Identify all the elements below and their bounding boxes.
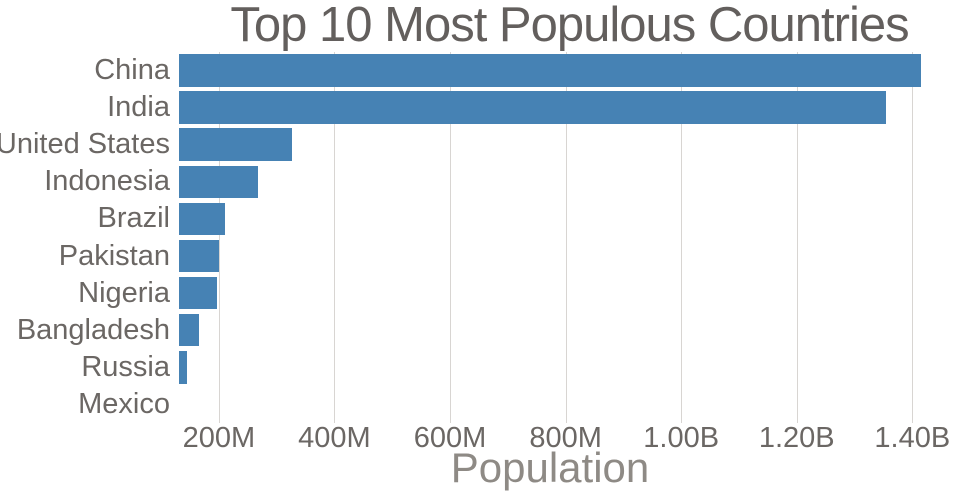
x-axis-title: Population [450,444,650,491]
bar-row [179,386,921,423]
bar-russia [179,351,187,384]
gridline [796,52,798,423]
y-axis-label: China [94,54,170,87]
bar-row [179,349,921,386]
gridline [218,52,220,423]
x-tick-label: 1.40B [874,422,951,454]
bar-china [179,54,921,87]
bar-indonesia [179,165,258,199]
y-axis-label: Indonesia [44,165,170,198]
bar-rows [179,52,921,423]
x-tick-label: 1.00B [643,422,720,454]
x-tick-label: 200M [182,422,256,454]
bar-bangladesh [179,313,200,347]
bar-row [179,237,921,274]
y-axis-label: India [107,91,170,124]
gridline [334,52,336,423]
bar-india [179,91,886,124]
bar-row [179,200,921,237]
x-tick-label: 600M [413,422,487,454]
gridline [565,52,567,423]
chart-title: Top 10 Most Populous Countries [230,0,909,52]
bar-brazil [179,202,226,236]
bar-row [179,126,921,163]
y-axis-label: Russia [81,350,170,383]
bar-row [179,275,921,312]
gridline [912,52,914,423]
bar-united-states [179,128,293,161]
y-axis-label: Mexico [78,387,170,420]
bar-nigeria [179,276,217,310]
y-axis-label: United States [0,128,170,161]
y-axis-label: Brazil [97,202,170,235]
x-tick-label: 800M [529,422,602,454]
y-axis-label: Nigeria [78,276,170,309]
plot-area [179,52,921,423]
bar-row [179,52,921,89]
bar-pakistan [179,239,220,273]
y-axis-label: Bangladesh [16,313,170,346]
bar-row [179,312,921,349]
bar-row [179,163,921,200]
gridline [450,52,452,423]
x-tick-label: 1.20B [758,422,835,454]
y-axis-labels: China India United States Indonesia Brazil Pa… [0,52,170,423]
bar-row [179,89,921,126]
gridline [681,52,683,423]
x-axis-tick-labels: 200M 400M 600M 800M 1.00B 1.20B 1.40B [179,422,951,454]
y-axis-label: Pakistan [58,239,170,272]
x-tick-label: 400M [298,422,371,454]
